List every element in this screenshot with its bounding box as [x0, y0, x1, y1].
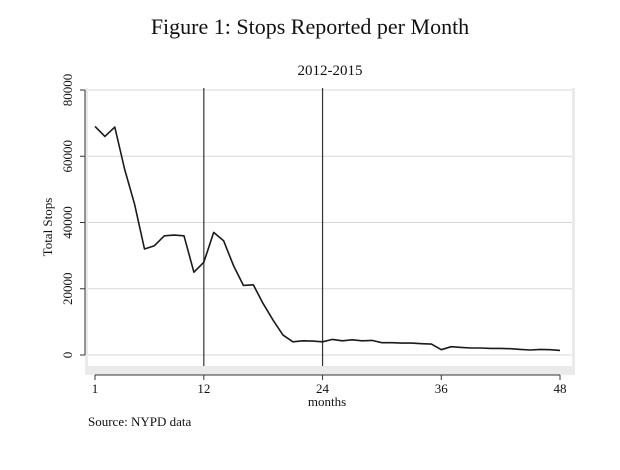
chart-title: 2012-2015 — [297, 63, 363, 79]
axes: 0 20000 40000 60000 80000 1 12 24 36 48 — [60, 74, 567, 396]
x-tick-label: 36 — [435, 381, 449, 396]
y-tick-label: 40000 — [60, 206, 75, 239]
y-tick-label: 80000 — [60, 74, 75, 107]
x-tick-label: 48 — [554, 381, 567, 396]
x-axis-title: months — [308, 394, 346, 409]
source-note: Source: NYPD data — [88, 414, 192, 429]
y-tick-label: 60000 — [60, 140, 75, 173]
x-tick-label: 1 — [92, 381, 99, 396]
x-tick-label: 12 — [197, 381, 210, 396]
plot-area — [88, 88, 572, 366]
figure-title: Figure 1: Stops Reported per Month — [150, 14, 470, 39]
y-axis-title: Total Stops — [40, 198, 55, 257]
y-tick-label: 0 — [60, 352, 75, 359]
series-layer — [94, 125, 561, 352]
reference-lines — [203, 88, 324, 366]
series-line-0 — [94, 125, 561, 352]
gridlines — [88, 89, 572, 356]
y-tick-label: 20000 — [60, 273, 75, 306]
x-tick-label: 24 — [316, 381, 330, 396]
